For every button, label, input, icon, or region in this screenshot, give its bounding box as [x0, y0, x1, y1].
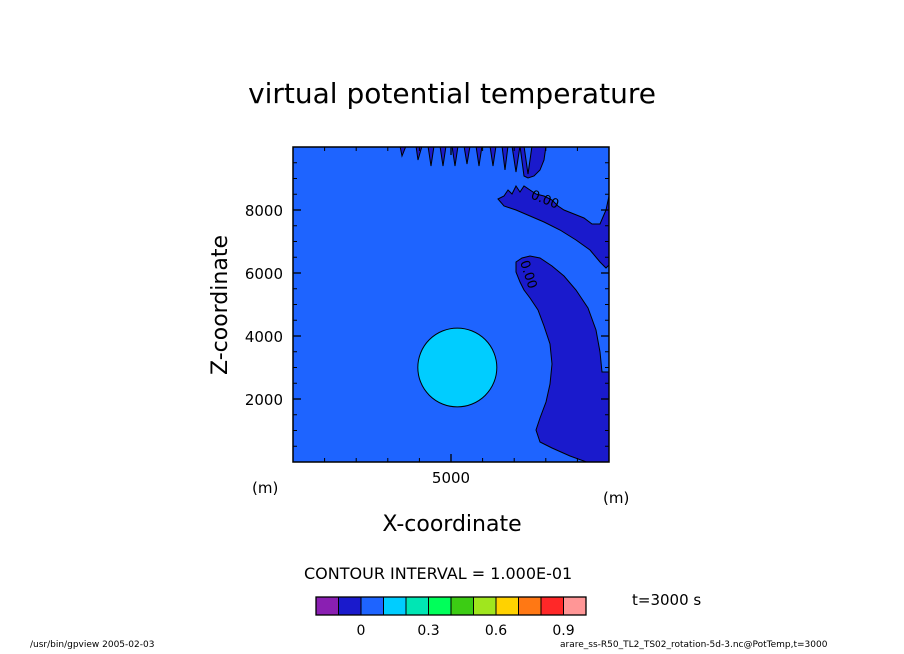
footer-left: /usr/bin/gpview 2005-02-03	[30, 640, 155, 650]
colorbar-swatch	[540, 596, 564, 616]
y-tick-label: 8000	[245, 202, 283, 220]
colorbar-tick-label: 0.6	[485, 623, 507, 639]
y-tick-label: 4000	[245, 328, 283, 346]
y-axis-label: Z-coordinate	[208, 235, 233, 375]
colorbar-tick-label: 0	[357, 623, 366, 639]
colorbar-swatch	[495, 596, 519, 616]
colorbar-swatch	[563, 596, 587, 616]
plot-area: 0.000.00 5000 2000 4000 6000 8000	[245, 146, 610, 487]
colorbar-swatch	[338, 596, 362, 616]
time-label: t=3000 s	[632, 591, 702, 609]
x-tick-label: 5000	[432, 469, 470, 487]
x-axis-unit: (m)	[603, 489, 630, 507]
colorbar-swatch	[405, 596, 429, 616]
colorbar-swatch	[315, 596, 339, 616]
colorbar-frame	[315, 596, 587, 616]
contour-region-negative-upper	[497, 185, 609, 269]
y-tick-label: 2000	[245, 391, 283, 409]
colorbar: 0 0.3 0.6 0.9	[315, 596, 587, 639]
contour-interval-text: CONTOUR INTERVAL = 1.000E-01	[304, 564, 573, 583]
y-tick-label: 6000	[245, 265, 283, 283]
footer-right: arare_ss-R50_TL2_TS02_rotation-5d-3.nc@P…	[560, 640, 828, 650]
x-axis-label: X-coordinate	[382, 512, 522, 537]
contour-region-bubble	[417, 327, 498, 408]
colorbar-swatch	[428, 596, 452, 616]
contour-fields: 0.000.00	[399, 147, 609, 462]
colorbar-swatch	[450, 596, 474, 616]
contour-region-negative-arc	[515, 255, 609, 462]
y-axis-unit: (m)	[252, 479, 279, 497]
colorbar-swatch	[360, 596, 384, 616]
colorbar-swatch	[383, 596, 407, 616]
colorbar-tick-label: 0.9	[552, 623, 574, 639]
chart-title: virtual potential temperature	[248, 77, 656, 110]
colorbar-tick-label: 0.3	[417, 623, 439, 639]
colorbar-swatch	[473, 596, 497, 616]
colorbar-swatch	[518, 596, 542, 616]
